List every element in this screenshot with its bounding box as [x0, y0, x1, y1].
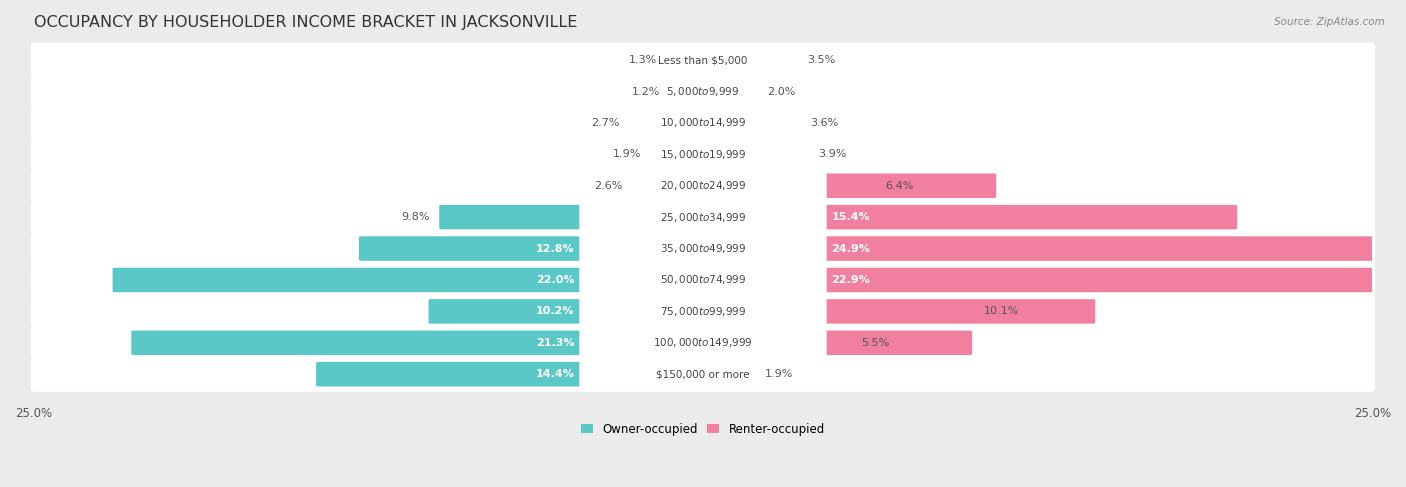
- Text: 1.9%: 1.9%: [765, 369, 793, 379]
- Text: 22.9%: 22.9%: [831, 275, 870, 285]
- Text: $25,000 to $34,999: $25,000 to $34,999: [659, 211, 747, 224]
- Text: Less than $5,000: Less than $5,000: [658, 55, 748, 65]
- FancyBboxPatch shape: [579, 140, 827, 169]
- Text: 22.0%: 22.0%: [536, 275, 575, 285]
- Text: $10,000 to $14,999: $10,000 to $14,999: [659, 116, 747, 130]
- FancyBboxPatch shape: [31, 231, 1375, 266]
- FancyBboxPatch shape: [579, 109, 827, 137]
- Legend: Owner-occupied, Renter-occupied: Owner-occupied, Renter-occupied: [576, 418, 830, 440]
- Text: 1.3%: 1.3%: [630, 55, 658, 65]
- Text: 21.3%: 21.3%: [536, 338, 575, 348]
- FancyBboxPatch shape: [823, 299, 1095, 324]
- FancyBboxPatch shape: [702, 362, 755, 387]
- FancyBboxPatch shape: [31, 294, 1375, 329]
- Text: 3.5%: 3.5%: [807, 55, 835, 65]
- FancyBboxPatch shape: [651, 142, 704, 167]
- FancyBboxPatch shape: [669, 79, 704, 104]
- FancyBboxPatch shape: [666, 48, 704, 73]
- FancyBboxPatch shape: [702, 111, 801, 135]
- Text: $5,000 to $9,999: $5,000 to $9,999: [666, 85, 740, 98]
- FancyBboxPatch shape: [31, 74, 1375, 109]
- Text: 9.8%: 9.8%: [401, 212, 430, 222]
- Text: 12.8%: 12.8%: [536, 244, 575, 254]
- FancyBboxPatch shape: [823, 236, 1406, 261]
- FancyBboxPatch shape: [316, 362, 704, 387]
- Text: 10.2%: 10.2%: [536, 306, 575, 317]
- Text: 1.2%: 1.2%: [631, 87, 661, 96]
- Text: 3.9%: 3.9%: [818, 150, 846, 159]
- FancyBboxPatch shape: [31, 168, 1375, 204]
- Text: $150,000 or more: $150,000 or more: [657, 369, 749, 379]
- FancyBboxPatch shape: [131, 331, 704, 355]
- FancyBboxPatch shape: [31, 200, 1375, 235]
- FancyBboxPatch shape: [579, 171, 827, 200]
- FancyBboxPatch shape: [579, 46, 827, 75]
- Text: 2.0%: 2.0%: [768, 87, 796, 96]
- FancyBboxPatch shape: [579, 77, 827, 106]
- FancyBboxPatch shape: [31, 105, 1375, 141]
- Text: 2.7%: 2.7%: [592, 118, 620, 128]
- Text: $15,000 to $19,999: $15,000 to $19,999: [659, 148, 747, 161]
- FancyBboxPatch shape: [31, 42, 1375, 78]
- FancyBboxPatch shape: [112, 268, 704, 292]
- FancyBboxPatch shape: [823, 205, 1237, 229]
- Text: $50,000 to $74,999: $50,000 to $74,999: [659, 274, 747, 286]
- Text: 1.9%: 1.9%: [613, 150, 641, 159]
- FancyBboxPatch shape: [630, 111, 704, 135]
- FancyBboxPatch shape: [429, 299, 704, 324]
- Text: 24.9%: 24.9%: [831, 244, 870, 254]
- Text: 3.6%: 3.6%: [810, 118, 838, 128]
- Text: $75,000 to $99,999: $75,000 to $99,999: [659, 305, 747, 318]
- FancyBboxPatch shape: [579, 297, 827, 326]
- FancyBboxPatch shape: [439, 205, 704, 229]
- FancyBboxPatch shape: [823, 331, 972, 355]
- FancyBboxPatch shape: [579, 203, 827, 232]
- FancyBboxPatch shape: [31, 356, 1375, 392]
- FancyBboxPatch shape: [579, 234, 827, 263]
- Text: 14.4%: 14.4%: [536, 369, 575, 379]
- FancyBboxPatch shape: [579, 328, 827, 357]
- Text: $100,000 to $149,999: $100,000 to $149,999: [654, 337, 752, 349]
- FancyBboxPatch shape: [702, 48, 799, 73]
- FancyBboxPatch shape: [579, 265, 827, 295]
- FancyBboxPatch shape: [31, 137, 1375, 172]
- Text: 5.5%: 5.5%: [860, 338, 889, 348]
- FancyBboxPatch shape: [823, 173, 997, 198]
- FancyBboxPatch shape: [633, 173, 704, 198]
- FancyBboxPatch shape: [31, 325, 1375, 360]
- FancyBboxPatch shape: [823, 268, 1406, 292]
- Text: 10.1%: 10.1%: [984, 306, 1019, 317]
- Text: 6.4%: 6.4%: [886, 181, 914, 191]
- Text: $20,000 to $24,999: $20,000 to $24,999: [659, 179, 747, 192]
- FancyBboxPatch shape: [702, 79, 758, 104]
- Text: $35,000 to $49,999: $35,000 to $49,999: [659, 242, 747, 255]
- FancyBboxPatch shape: [359, 236, 704, 261]
- Text: 15.4%: 15.4%: [831, 212, 870, 222]
- Text: 2.6%: 2.6%: [595, 181, 623, 191]
- FancyBboxPatch shape: [579, 360, 827, 389]
- FancyBboxPatch shape: [31, 262, 1375, 298]
- Text: Source: ZipAtlas.com: Source: ZipAtlas.com: [1274, 17, 1385, 27]
- FancyBboxPatch shape: [702, 142, 808, 167]
- Text: OCCUPANCY BY HOUSEHOLDER INCOME BRACKET IN JACKSONVILLE: OCCUPANCY BY HOUSEHOLDER INCOME BRACKET …: [34, 15, 576, 30]
